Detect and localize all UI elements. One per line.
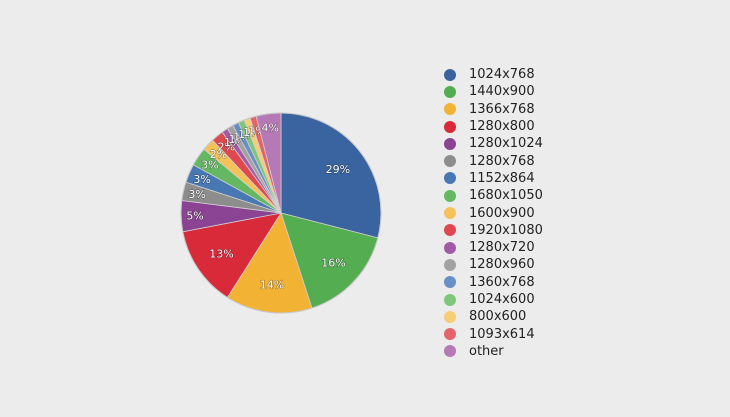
slice-label-1280x800: 13% <box>209 247 233 260</box>
legend-label: 1360x768 <box>469 274 535 290</box>
legend-item-1360x768: 1360x768 <box>444 274 543 291</box>
legend-label: 800x600 <box>469 309 527 325</box>
legend-item-other: other <box>444 343 543 360</box>
legend-swatch <box>444 207 456 220</box>
legend-swatch <box>444 68 456 81</box>
legend-swatch <box>444 328 456 341</box>
legend-item-1093x614: 1093x614 <box>444 325 543 342</box>
legend-label: 1280x1024 <box>469 136 543 152</box>
slice-label-1024x768: 29% <box>326 163 350 176</box>
legend-item-1280x800: 1280x800 <box>444 118 543 135</box>
legend-item-1024x768: 1024x768 <box>444 66 543 83</box>
legend-item-1920x1080: 1920x1080 <box>444 222 543 239</box>
legend-label: 1920x1080 <box>469 222 543 238</box>
legend-swatch <box>444 137 456 150</box>
legend-item-1152x864: 1152x864 <box>444 170 543 187</box>
legend-label: 1280x960 <box>469 257 535 273</box>
legend-swatch <box>444 85 456 98</box>
legend-item-1280x768: 1280x768 <box>444 152 543 169</box>
legend-item-800x600: 800x600 <box>444 308 543 325</box>
legend-label: 1024x600 <box>469 292 535 307</box>
legend-item-1600x900: 1600x900 <box>444 204 543 221</box>
legend-label: 1024x768 <box>469 67 535 83</box>
pie-rim <box>180 112 382 314</box>
legend-item-1280x960: 1280x960 <box>444 256 543 273</box>
legend-item-1440x900: 1440x900 <box>444 83 543 100</box>
legend-swatch <box>444 310 456 323</box>
legend-label: 1440x900 <box>469 84 535 100</box>
legend-label: 1093x614 <box>469 326 535 342</box>
legend-item-1280x720: 1280x720 <box>444 239 543 256</box>
chart-legend: 1024x768 1440x900 1366x768 1280x800 1280x102… <box>444 66 543 360</box>
legend-swatch <box>444 103 456 116</box>
legend-swatch <box>444 155 456 168</box>
legend-label: 1152x864 <box>469 170 535 186</box>
legend-swatch <box>444 172 456 185</box>
legend-swatch <box>444 345 456 358</box>
legend-item-1280x1024: 1280x1024 <box>444 135 543 152</box>
legend-label: 1366x768 <box>469 101 535 117</box>
legend-label: 1680x1050 <box>469 188 543 204</box>
slice-label-other: 4% <box>261 122 278 135</box>
legend-swatch <box>444 258 456 271</box>
legend-swatch <box>444 276 456 289</box>
legend-label: 1280x720 <box>469 240 535 256</box>
slice-label-1440x900: 16% <box>321 256 345 269</box>
legend-swatch <box>444 189 456 202</box>
legend-swatch <box>444 120 456 133</box>
slice-label-1366x768: 14% <box>260 278 284 291</box>
legend-label: 1280x768 <box>469 153 535 169</box>
legend-swatch <box>444 224 456 237</box>
legend-label: 1600x900 <box>469 205 535 221</box>
legend-swatch <box>444 241 456 254</box>
legend-item-1366x768: 1366x768 <box>444 101 543 118</box>
legend-item-1680x1050: 1680x1050 <box>444 187 543 204</box>
slice-label-1280x1024: 5% <box>186 210 203 223</box>
legend-item-1024x600: 1024x600 <box>444 291 543 308</box>
legend-label: other <box>469 343 504 359</box>
slice-label-1280x768: 3% <box>188 188 205 201</box>
legend-swatch <box>444 293 456 306</box>
slice-label-1680x1050: 3% <box>201 159 218 172</box>
slice-label-1152x864: 3% <box>193 173 210 186</box>
legend-label: 1280x800 <box>469 119 535 135</box>
